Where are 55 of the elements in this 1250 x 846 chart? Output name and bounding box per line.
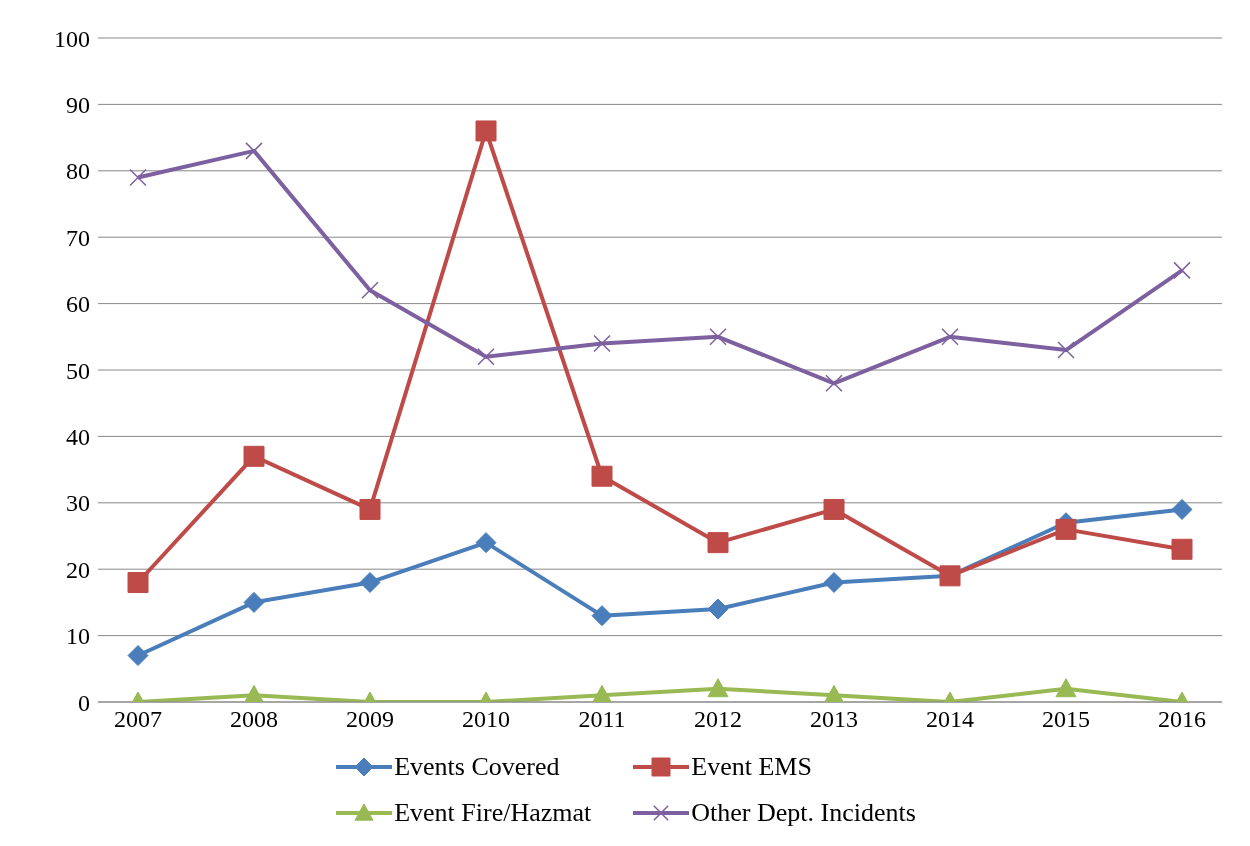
- point: [591, 684, 613, 702]
- y-tick-label: 80: [66, 158, 90, 185]
- point: [823, 684, 845, 702]
- x-tick-label: 2007: [114, 706, 162, 733]
- point: [593, 334, 611, 353]
- y-tick-label: 50: [66, 357, 90, 384]
- x-tick-label: 2013: [810, 706, 858, 733]
- point: [1171, 538, 1193, 560]
- legend-label: Event EMS: [691, 752, 812, 782]
- point: [477, 347, 495, 366]
- legend-label: Event Fire/Hazmat: [394, 798, 592, 828]
- x-tick-label: 2014: [926, 706, 974, 733]
- point: [823, 571, 845, 593]
- y-tick-label: 30: [66, 490, 90, 517]
- point: [825, 374, 843, 393]
- point: [243, 445, 265, 467]
- y-tick-label: 20: [66, 556, 90, 583]
- x-tick-label: 2015: [1042, 706, 1090, 733]
- y-tick-label: 90: [66, 91, 90, 118]
- point: [475, 120, 497, 142]
- point: [475, 532, 497, 554]
- point: [1055, 678, 1077, 698]
- point: [941, 328, 959, 346]
- point: [1173, 261, 1191, 280]
- point: [591, 465, 613, 487]
- point: [707, 598, 729, 620]
- point: [707, 678, 729, 698]
- x-tick-label: 2012: [694, 706, 742, 733]
- point: [127, 645, 149, 667]
- legend-label: Events Covered: [394, 752, 560, 782]
- point: [709, 328, 727, 346]
- point: [129, 168, 147, 187]
- x-tick-label: 2008: [230, 706, 278, 733]
- y-tick-label: 60: [66, 291, 90, 318]
- point: [823, 498, 845, 520]
- x-tick-label: 2011: [578, 706, 626, 733]
- point: [1171, 498, 1193, 520]
- x-tick-label: 2016: [1158, 706, 1206, 733]
- point: [591, 605, 613, 627]
- point: [127, 571, 149, 593]
- y-tick-label: 40: [66, 423, 90, 450]
- point: [1055, 518, 1077, 540]
- point: [359, 571, 381, 593]
- point: [243, 684, 265, 702]
- x-tick-label: 2010: [462, 706, 510, 733]
- x-tick-label: 2009: [346, 706, 394, 733]
- y-tick-label: 0: [78, 689, 90, 716]
- legend-label: Other Dept. Incidents: [691, 798, 916, 828]
- point: [359, 498, 381, 520]
- y-tick-label: 100: [54, 25, 90, 52]
- y-tick-label: 70: [66, 224, 90, 251]
- y-tick-label: 10: [66, 623, 90, 650]
- point: [1057, 341, 1075, 359]
- point: [707, 532, 729, 554]
- point: [243, 591, 265, 613]
